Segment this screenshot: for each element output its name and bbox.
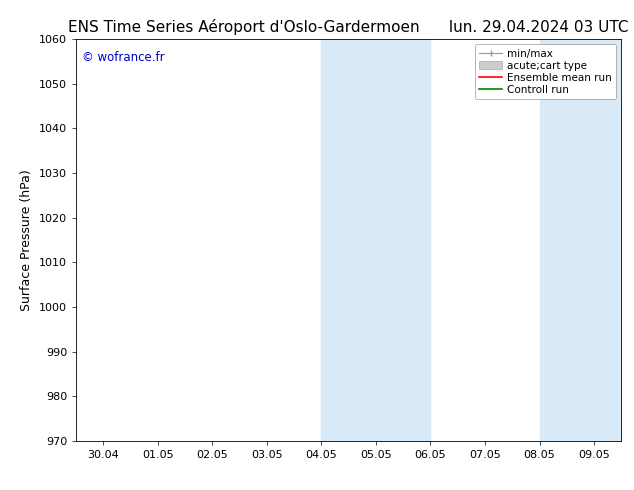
Bar — [594, 39, 621, 441]
Text: © wofrance.fr: © wofrance.fr — [82, 51, 164, 64]
Bar — [321, 39, 376, 441]
Y-axis label: Surface Pressure (hPa): Surface Pressure (hPa) — [20, 169, 34, 311]
Legend: min/max, acute;cart type, Ensemble mean run, Controll run: min/max, acute;cart type, Ensemble mean … — [475, 45, 616, 99]
Bar — [540, 39, 594, 441]
Title: ENS Time Series Aéroport d'Oslo-Gardermoen      lun. 29.04.2024 03 UTC: ENS Time Series Aéroport d'Oslo-Gardermo… — [68, 19, 629, 35]
Bar — [376, 39, 430, 441]
